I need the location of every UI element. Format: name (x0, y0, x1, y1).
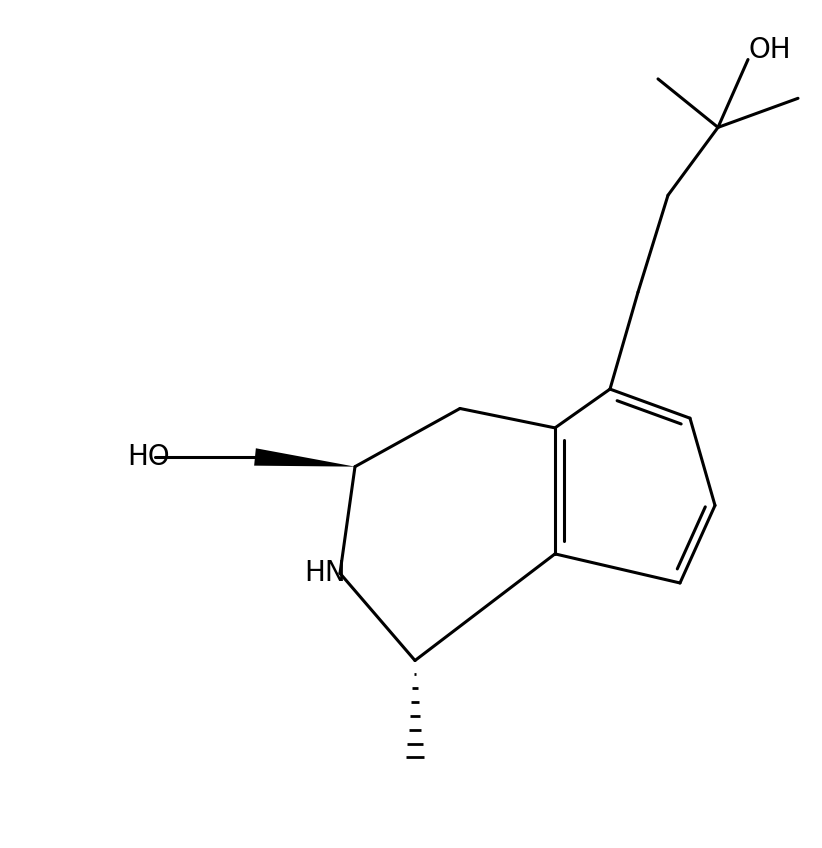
Polygon shape (254, 449, 355, 466)
Text: OH: OH (748, 36, 791, 64)
Text: HN: HN (304, 560, 346, 588)
Text: HO: HO (127, 443, 170, 471)
